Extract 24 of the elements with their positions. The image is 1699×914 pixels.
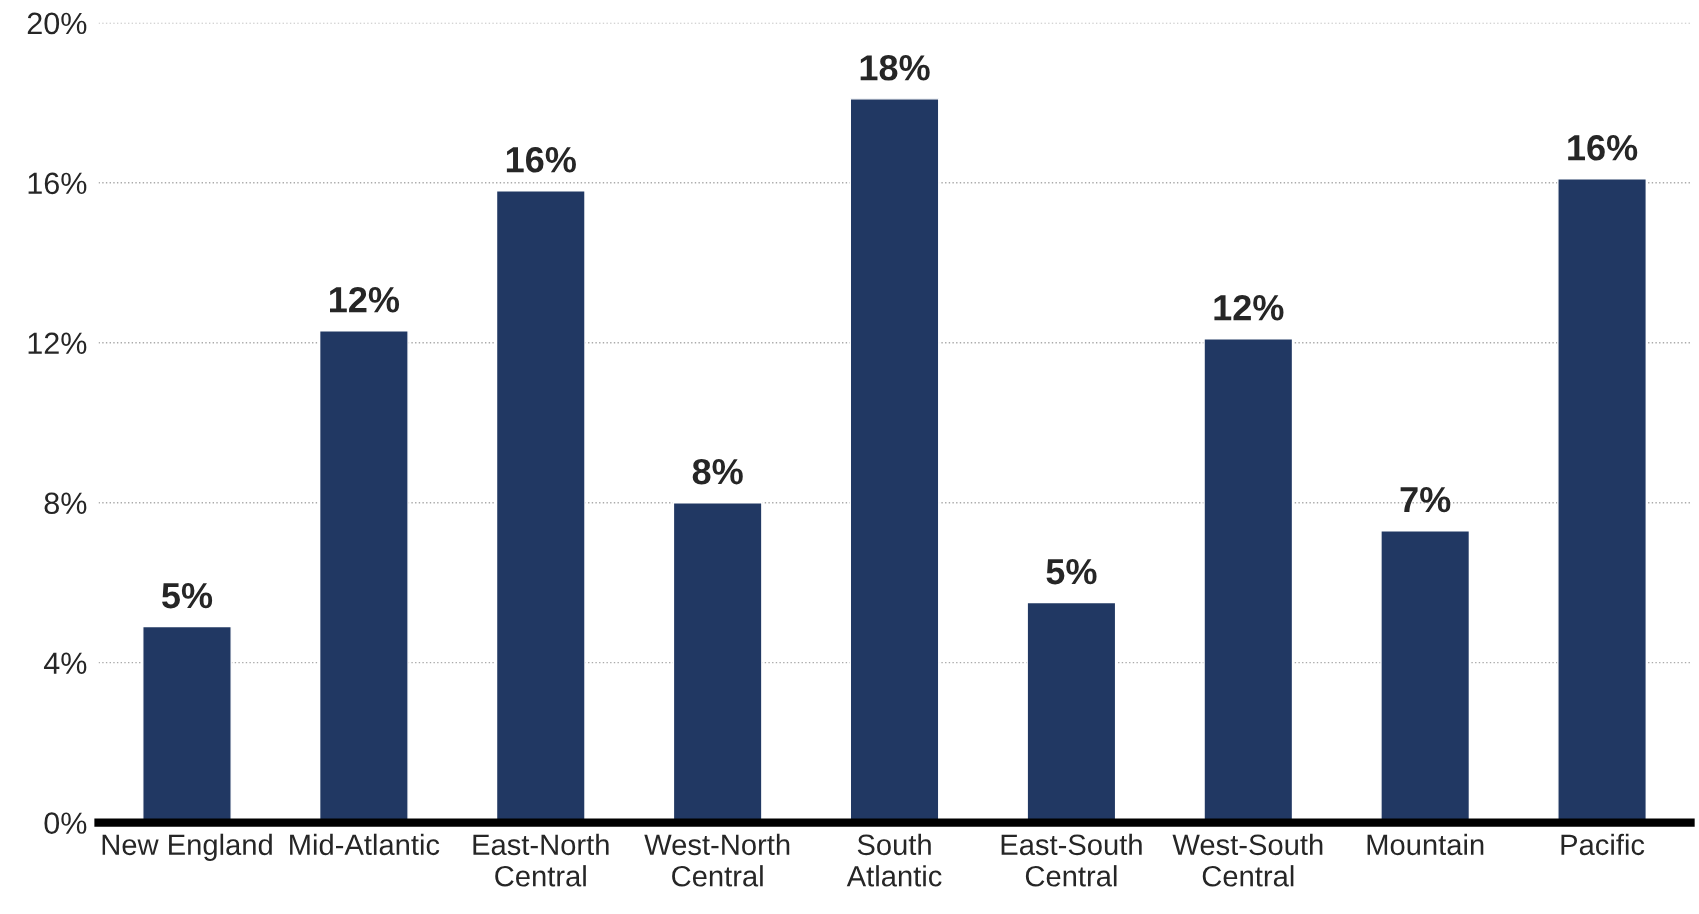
data-label: 7% (1400, 486, 1451, 513)
x-tick-label: East-North Central (473, 833, 609, 887)
x-tick-label: South Atlantic (846, 833, 942, 887)
y-tick-label: 20% (27, 12, 87, 35)
data-label: 8% (692, 458, 743, 485)
data-label: 5% (1046, 558, 1097, 585)
data-label: 5% (162, 582, 213, 609)
x-tick-label: Mountain (1367, 833, 1484, 856)
data-label: 12% (330, 286, 400, 313)
data-label: 16% (1568, 134, 1638, 161)
y-tick-label: 8% (44, 492, 87, 515)
data-label: 12% (1214, 294, 1284, 321)
data-label: 18% (860, 55, 930, 81)
data-label: 16% (506, 146, 576, 173)
y-tick-label: 16% (28, 172, 87, 195)
x-tick-label: New England (102, 833, 272, 861)
x-tick-label: Pacific (1561, 833, 1645, 856)
y-tick-label: 0% (44, 812, 87, 834)
x-tick-label: Mid-Atlantic (290, 833, 440, 856)
x-tick-label: East-South Central (1001, 833, 1142, 887)
y-tick-label: 4% (43, 652, 87, 674)
x-tick-label: West-South Central (1172, 833, 1323, 887)
x-tick-label: West-North Central (644, 833, 790, 887)
y-tick-label: 12% (28, 332, 87, 354)
